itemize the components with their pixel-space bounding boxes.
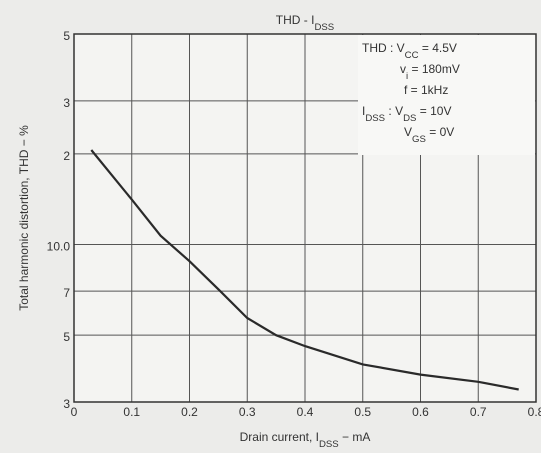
x-axis-label-part: Drain current, I [240,430,319,444]
chart-title-part: DSS [314,22,334,33]
annotation-part: = 10V [416,104,451,118]
annotation-part: DSS [365,113,385,124]
chart-title-part: THD - I [276,13,315,27]
x-axis-label-part: − mA [339,430,371,444]
annotation-part: = 4.5V [419,41,457,55]
x-tick-label: 0.6 [412,405,429,419]
annotation-part: DS [403,113,416,124]
y-tick-label: 5 [63,330,70,344]
annotation-part: I [362,104,365,118]
annotation: f = 1kHz [404,83,448,97]
annotation-part: i [406,71,408,82]
y-axis-label: Total harmonic distortion, THD − % [17,125,31,311]
x-tick-label: 0.1 [123,405,140,419]
annotation-part: CC [405,50,419,61]
annotation-part: V [404,125,412,139]
y-tick-label: 2 [63,149,70,163]
x-axis-label-part: DSS [319,439,339,450]
annotation: THD : VCC = 4.5V [362,41,457,61]
x-tick-label: 0.7 [470,405,487,419]
annotation-part: : V [385,104,403,118]
x-tick-label: 0.2 [181,405,198,419]
annotation-part: GS [412,134,426,145]
annotation: vi = 180mV [400,62,460,82]
annotation-part: v [400,62,406,76]
annotation: IDSS : VDS = 10V [362,104,451,124]
x-tick-label: 0.3 [239,405,256,419]
y-tick-label: 7 [63,286,70,300]
annotation-part: THD : V [362,41,405,55]
annotation-part: = 0V [426,125,454,139]
y-tick-label: 3 [63,397,70,411]
annotation-part: = 180mV [408,62,460,76]
annotation-part: f = 1kHz [404,83,448,97]
annotation-box [358,35,535,155]
x-tick-label: 0.8 [528,405,541,419]
x-axis-label: Drain current, IDSS − mA [240,430,371,450]
data-line [90,149,519,391]
y-tick-label: 5 [63,29,70,43]
x-tick-label: 0.4 [297,405,314,419]
x-tick-label: 0.5 [354,405,371,419]
chart-title: THD - IDSS [276,13,334,33]
plot-frame [73,33,537,403]
y-tick-label: 10.0 [47,240,71,254]
y-tick-label: 3 [63,96,70,110]
annotation: VGS = 0V [404,125,454,145]
x-tick-label: 0 [71,405,78,419]
